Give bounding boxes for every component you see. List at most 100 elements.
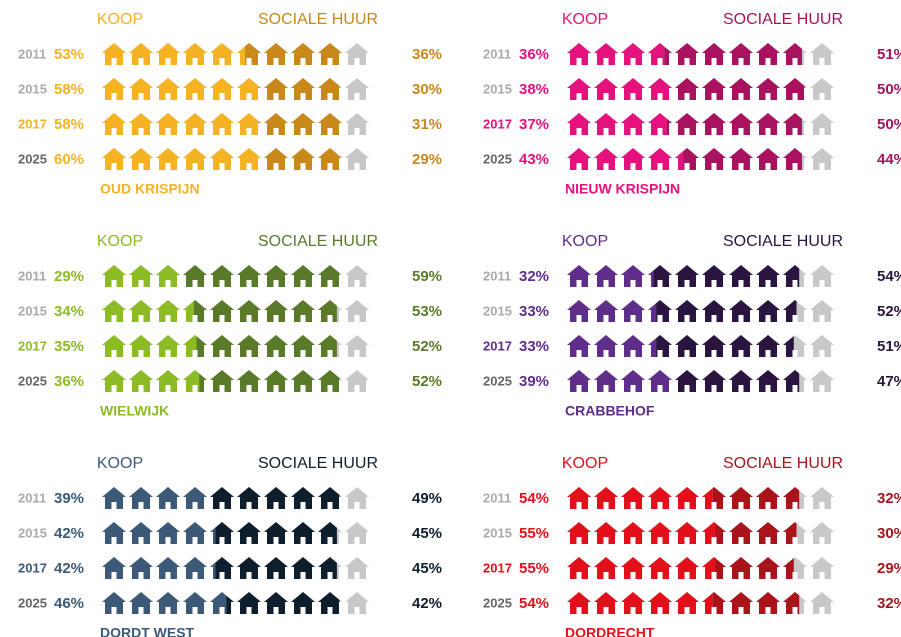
koop-label: 34% bbox=[54, 303, 84, 320]
house-icon bbox=[756, 265, 780, 287]
year-label: 2017 bbox=[18, 560, 47, 575]
house-icon bbox=[702, 78, 726, 100]
house-icon bbox=[594, 265, 618, 287]
house-icon bbox=[129, 522, 153, 544]
house-icon bbox=[756, 300, 780, 322]
house-icon bbox=[183, 592, 207, 614]
koop-label: 36% bbox=[519, 46, 549, 63]
house-icon bbox=[156, 265, 180, 287]
house-icon bbox=[156, 370, 180, 392]
house-icon bbox=[291, 557, 315, 579]
house-icon bbox=[675, 335, 699, 357]
house-icon bbox=[345, 557, 369, 579]
house-icon bbox=[702, 43, 726, 65]
year-label: 2011 bbox=[483, 490, 511, 505]
legend-sociale-huur: SOCIALE HUUR bbox=[258, 11, 378, 28]
house-icon bbox=[129, 113, 153, 135]
house-icon bbox=[102, 487, 126, 509]
house-icon bbox=[264, 522, 288, 544]
koop-label: 33% bbox=[519, 303, 549, 320]
house-icon bbox=[102, 522, 126, 544]
year-label: 2011 bbox=[483, 268, 511, 283]
house-icon bbox=[621, 522, 645, 544]
house-icon bbox=[237, 557, 261, 579]
house-icon bbox=[129, 265, 153, 287]
house-icon bbox=[702, 335, 726, 357]
huur-label: 52% bbox=[412, 373, 442, 390]
koop-label: 43% bbox=[519, 151, 549, 168]
house-icon bbox=[594, 78, 618, 100]
legend-sociale-huur: SOCIALE HUUR bbox=[723, 455, 843, 472]
house-icon bbox=[156, 113, 180, 135]
house-icon bbox=[264, 113, 288, 135]
house-icon bbox=[648, 557, 672, 579]
house-icon bbox=[318, 113, 342, 135]
year-label: 2017 bbox=[483, 116, 512, 131]
house-icon bbox=[345, 43, 369, 65]
year-label: 2011 bbox=[18, 268, 46, 283]
house-icon bbox=[102, 78, 126, 100]
house-icon bbox=[210, 300, 234, 322]
huur-label: 30% bbox=[877, 525, 901, 542]
house-icon bbox=[756, 43, 780, 65]
house-icon bbox=[729, 592, 753, 614]
house-icon bbox=[156, 148, 180, 170]
year-label: 2015 bbox=[18, 525, 47, 540]
koop-label: 46% bbox=[54, 595, 84, 612]
house-icon bbox=[291, 265, 315, 287]
year-label: 2015 bbox=[483, 81, 512, 96]
house-icon bbox=[291, 592, 315, 614]
house-icon bbox=[345, 335, 369, 357]
house-icon bbox=[648, 148, 672, 170]
year-label: 2017 bbox=[483, 560, 512, 575]
house-icon bbox=[237, 300, 261, 322]
huur-label: 45% bbox=[412, 560, 442, 577]
koop-label: 37% bbox=[519, 116, 549, 133]
house-icon bbox=[102, 43, 126, 65]
house-icon bbox=[237, 487, 261, 509]
house-icon bbox=[237, 265, 261, 287]
house-icon bbox=[291, 522, 315, 544]
legend-koop: KOOP bbox=[562, 11, 608, 28]
house-icon bbox=[156, 300, 180, 322]
house-icon bbox=[756, 487, 780, 509]
huur-label: 54% bbox=[877, 268, 901, 285]
legend-sociale-huur: SOCIALE HUUR bbox=[258, 455, 378, 472]
huur-label: 47% bbox=[877, 373, 901, 390]
house-icon bbox=[621, 487, 645, 509]
house-icon bbox=[237, 78, 259, 100]
year-label: 2025 bbox=[18, 151, 47, 166]
year-label: 2015 bbox=[483, 303, 512, 318]
house-icon bbox=[567, 148, 591, 170]
house-icon bbox=[291, 370, 315, 392]
house-icon bbox=[810, 557, 834, 579]
koop-label: 42% bbox=[54, 560, 84, 577]
house-icon bbox=[594, 592, 618, 614]
house-icon bbox=[675, 43, 699, 65]
year-label: 2015 bbox=[18, 81, 47, 96]
huur-label: 59% bbox=[412, 268, 442, 285]
huur-label: 50% bbox=[877, 116, 901, 133]
house-icon bbox=[729, 300, 753, 322]
house-icon bbox=[237, 148, 261, 170]
legend-sociale-huur: SOCIALE HUUR bbox=[723, 11, 843, 28]
huur-label: 42% bbox=[412, 595, 442, 612]
house-icon bbox=[810, 78, 834, 100]
house-icon bbox=[675, 522, 699, 544]
house-icon bbox=[156, 592, 180, 614]
house-icon bbox=[675, 370, 699, 392]
house-icon bbox=[264, 300, 288, 322]
house-icon bbox=[756, 557, 780, 579]
house-icon bbox=[156, 557, 180, 579]
year-label: 2017 bbox=[18, 338, 47, 353]
house-icon bbox=[567, 522, 591, 544]
house-icon bbox=[729, 370, 753, 392]
house-icon bbox=[567, 43, 591, 65]
huur-label: 52% bbox=[412, 338, 442, 355]
house-icon bbox=[810, 113, 834, 135]
house-icon bbox=[210, 43, 234, 65]
house-icon bbox=[210, 487, 234, 509]
house-icon bbox=[264, 487, 288, 509]
house-icon bbox=[183, 557, 207, 579]
